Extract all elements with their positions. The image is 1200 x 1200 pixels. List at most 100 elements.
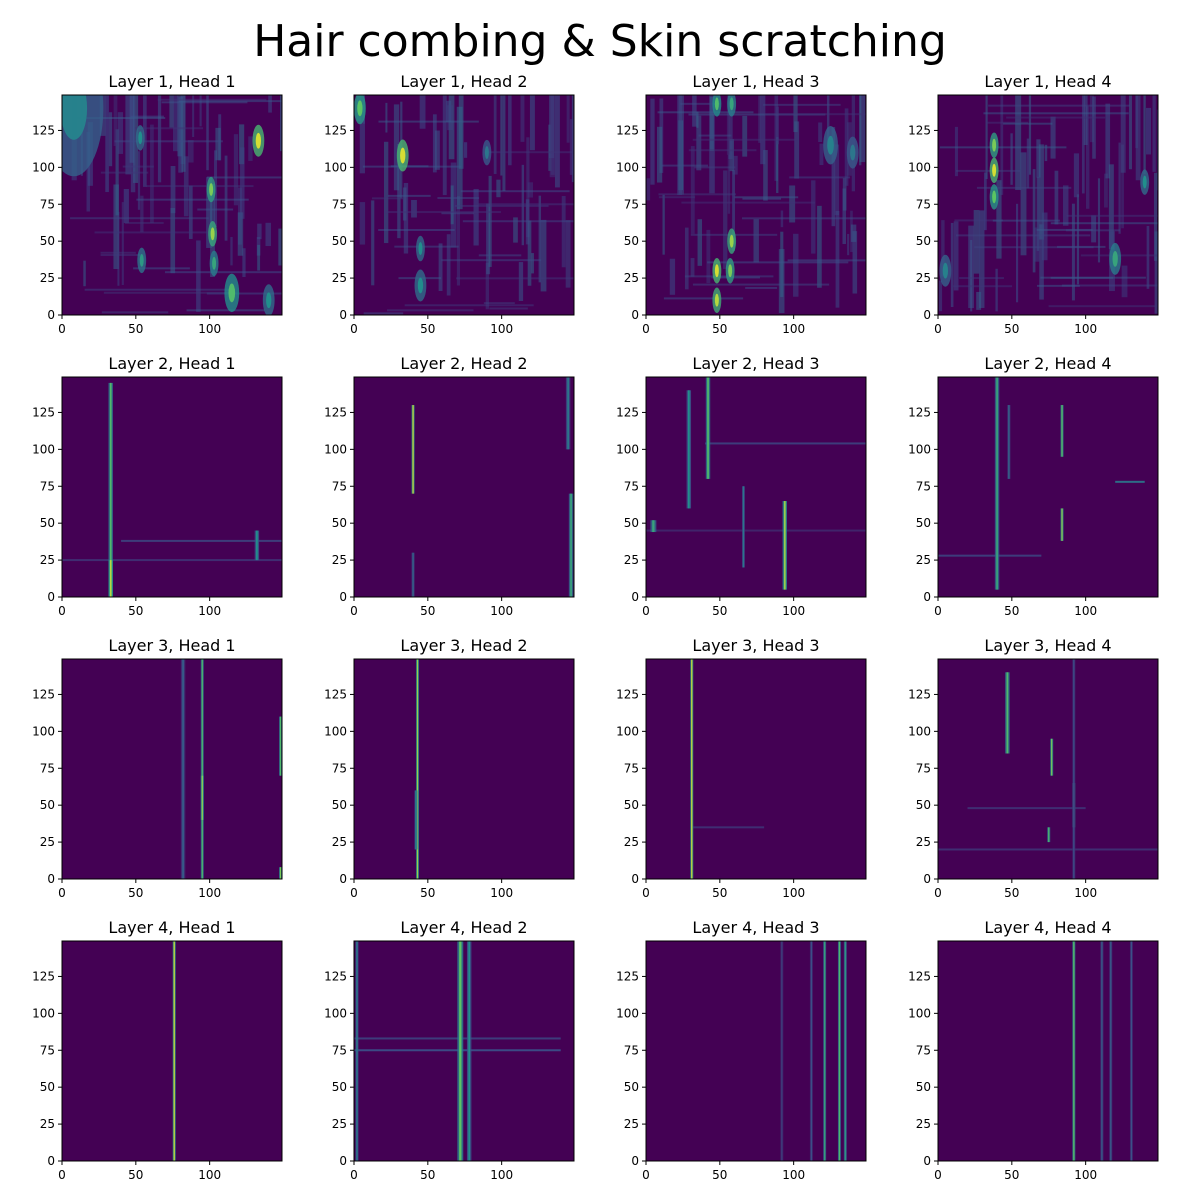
heatmap-background [62, 659, 282, 879]
heatmap-streak [1020, 152, 1027, 256]
heatmap-streak [753, 219, 759, 263]
y-tick-label: 75 [916, 479, 931, 493]
heatmap-streak [493, 95, 497, 174]
heatmap-streak [240, 147, 245, 219]
heatmap-streak [145, 185, 254, 188]
heatmap-column-core [1130, 941, 1133, 1161]
heatmap-row-band [646, 529, 866, 532]
heatmap-row-band [121, 539, 282, 542]
heatmap-streak [677, 95, 683, 196]
heatmap-streak [113, 95, 118, 146]
y-tick-label: 125 [324, 123, 347, 137]
heatmap-hotspot-core [942, 262, 949, 279]
heatmap-streak [681, 201, 816, 204]
y-tick-label: 100 [324, 442, 347, 456]
y-tick-label: 0 [631, 1154, 639, 1168]
heatmap-streak [696, 111, 699, 128]
heatmap-streak [1105, 103, 1111, 179]
heatmap-streak [1120, 95, 1126, 173]
heatmap-streak [1092, 96, 1096, 159]
heatmap-streak [456, 196, 460, 286]
heatmap-streak [662, 194, 665, 255]
heatmap-streak [1054, 170, 1059, 225]
heatmap-column-core [707, 377, 709, 479]
heatmap-streak [732, 169, 735, 252]
heatmap-streak [192, 95, 195, 137]
heatmap-hotspot-core [417, 277, 424, 294]
heatmap-panel: Layer 4, Head 4 0 50 100 0 25 50 75 100 125 [908, 918, 1159, 1182]
heatmap-streak [554, 95, 560, 188]
heatmap-hotspot-core [992, 163, 997, 177]
heatmap-hotspot-core [62, 95, 88, 140]
heatmap-streak [959, 277, 1004, 280]
heatmap-column-core [567, 377, 569, 450]
y-tick-label: 25 [40, 553, 55, 567]
x-tick-label: 50 [420, 604, 435, 618]
axes-frame [353, 376, 575, 598]
y-tick-label: 50 [40, 1080, 55, 1094]
heatmap-streak [1097, 178, 1101, 263]
heatmap-streak [125, 221, 164, 224]
heatmap-streak [697, 219, 703, 266]
heatmap-column-core [1061, 405, 1063, 457]
heatmap-streak [817, 205, 822, 288]
heatmap-streak [454, 204, 549, 207]
heatmap-streak [129, 95, 135, 163]
heatmap-streak [1128, 95, 1132, 170]
panel-title: Layer 4, Head 1 [108, 918, 235, 937]
y-tick-label: 50 [40, 516, 55, 530]
heatmap-column-core [691, 659, 693, 879]
y-tick-label: 25 [40, 1117, 55, 1131]
heatmap-streak [1083, 95, 1088, 145]
heatmap-streak [983, 172, 987, 231]
y-tick-label: 125 [324, 405, 347, 419]
x-tick-label: 0 [58, 886, 66, 900]
heatmap-column-core [781, 941, 783, 1161]
heatmap-streak [763, 150, 768, 201]
y-tick-label: 50 [624, 234, 639, 248]
heatmap-streak [657, 111, 754, 114]
heatmap-streak [363, 312, 404, 315]
heatmap-streak [1050, 116, 1056, 159]
heatmap-column-core [279, 716, 282, 776]
y-tick-label: 75 [332, 761, 347, 775]
heatmap-streak [230, 236, 233, 266]
heatmap-streak [434, 130, 440, 170]
panel-title: Layer 3, Head 2 [400, 636, 527, 655]
heatmap-panel: Layer 2, Head 1 0 50 100 0 25 50 75 100 125 [32, 354, 283, 618]
heatmap-streak [257, 223, 262, 240]
heatmap-column-core [1101, 941, 1103, 1161]
heatmap-streak [446, 234, 451, 296]
heatmap-column-core [459, 941, 462, 1161]
x-tick-label: 50 [128, 322, 143, 336]
x-tick-label: 100 [198, 886, 221, 900]
heatmap-streak [100, 251, 136, 254]
heatmap-streak [206, 95, 209, 171]
heatmap-streak [257, 244, 261, 271]
y-tick-label: 25 [40, 271, 55, 285]
y-tick-label: 50 [40, 798, 55, 812]
heatmap-row-band [938, 554, 1042, 557]
x-tick-label: 0 [350, 886, 358, 900]
y-tick-label: 0 [47, 872, 55, 886]
heatmap-streak [531, 253, 534, 274]
y-tick-label: 125 [616, 969, 639, 983]
heatmap-streak [658, 196, 696, 199]
panel-title: Layer 2, Head 3 [692, 354, 819, 373]
y-tick-label: 0 [923, 1154, 931, 1168]
heatmap-background [62, 377, 282, 597]
heatmap-streak [1121, 265, 1128, 298]
y-tick-label: 75 [40, 1043, 55, 1057]
heatmap-streak [684, 227, 689, 290]
y-tick-label: 125 [908, 405, 931, 419]
heatmap-cells [414, 659, 419, 879]
axes-frame [61, 376, 283, 598]
y-tick-label: 75 [916, 761, 931, 775]
y-tick-label: 100 [32, 442, 55, 456]
heatmap-hotspot-core [729, 97, 734, 111]
y-tick-label: 125 [908, 123, 931, 137]
heatmap-streak [985, 95, 988, 180]
heatmap-streak [1065, 229, 1120, 232]
x-tick-label: 0 [642, 1168, 650, 1182]
heatmap-streak [1108, 164, 1114, 250]
